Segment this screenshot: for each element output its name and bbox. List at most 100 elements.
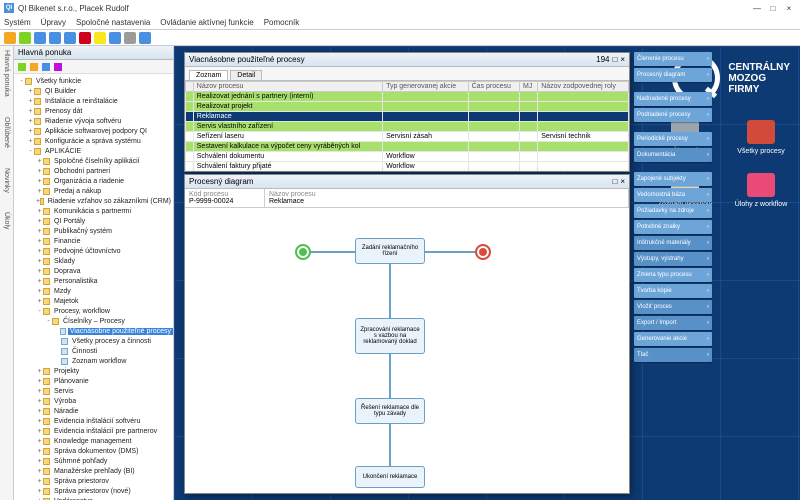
tree-node[interactable]: +Inštalácie a reinštalácie [14,96,173,106]
action-button[interactable]: Výstupy, výstrahy› [634,252,712,266]
toolbar-button[interactable] [124,32,136,44]
side-tab[interactable]: Úkoly [3,212,10,230]
minimize-button[interactable]: — [750,2,764,14]
tree-node[interactable]: +Evidencia inštalácií softvéru [14,416,173,426]
action-button[interactable]: Vedomostná báza› [634,188,712,202]
tree-node[interactable]: Zoznam workflow [14,356,173,366]
table-row[interactable]: Servis vlastního zařízení [186,122,629,132]
tree-node[interactable]: +Súhrnné pohľady [14,456,173,466]
action-button[interactable]: Zmena typu procesu› [634,268,712,282]
tree-node[interactable]: +Správa priestorov (nové) [14,486,173,496]
tab[interactable]: Zoznam [189,70,228,80]
tree-node[interactable]: +Knowledge management [14,436,173,446]
tree-node[interactable]: +Doprava [14,266,173,276]
table-row[interactable]: Schválení dokumentuWorkflow [186,152,629,162]
close-button[interactable]: × [782,2,796,14]
tree-node[interactable]: +Obchodní partneri [14,166,173,176]
menu-item[interactable]: Spoločné nastavenia [76,18,150,27]
nav-tree[interactable]: -Všetky funkcie+QI Builder+Inštalácie a … [14,74,173,500]
action-button[interactable]: Podriadené procesy› [634,108,712,122]
tree-node[interactable]: -Procesy, workflow [14,306,173,316]
action-button[interactable]: Tlač› [634,348,712,362]
diagram-node[interactable]: Zadání reklamačního řízení [355,238,425,264]
toolbar-button[interactable] [34,32,46,44]
tree-tool-icon[interactable] [18,63,26,71]
tree-node[interactable]: +Správa priestorov [14,476,173,486]
table-row[interactable]: Reklamace [186,112,629,122]
toolbar-button[interactable] [49,32,61,44]
action-button[interactable]: Požiadavky na zdroje› [634,204,712,218]
toolbar-button[interactable] [94,32,106,44]
process-table[interactable]: Názov procesuTyp generovanej akcieČas pr… [185,81,629,171]
diagram-node[interactable]: Ukončení reklamace [355,466,425,488]
tree-node[interactable]: +Vodárenstvo [14,496,173,500]
menu-item[interactable]: Ovládanie aktívnej funkcie [160,18,253,27]
tree-node[interactable]: -APLIKÁCIE [14,146,173,156]
tree-node[interactable]: +Výroba [14,396,173,406]
tab[interactable]: Detail [230,70,262,80]
action-button[interactable]: Členenie procesu› [634,52,712,66]
table-row[interactable]: Schválení faktury přijatéWorkflow [186,162,629,172]
desktop-icon[interactable]: Úlohy z workflow [732,173,790,208]
tree-node[interactable]: +Financie [14,236,173,246]
tree-node[interactable]: +Publikačný systém [14,226,173,236]
side-tab[interactable]: Hlavná ponuka [3,50,10,97]
menu-item[interactable]: Úpravy [41,18,66,27]
diagram-node[interactable]: Řešení reklamace dle typu závady [355,398,425,424]
tree-node[interactable]: +Evidencia inštalácií pre partnerov [14,426,173,436]
tree-node[interactable]: +Správa dokumentov (DMS) [14,446,173,456]
table-row[interactable]: Seřízení laseruServisní zásahServisní te… [186,132,629,142]
table-row[interactable]: Realizovat projekt [186,102,629,112]
tree-node[interactable]: +Komunikácia s partnermi [14,206,173,216]
win-maximize-icon[interactable]: □ [612,55,617,64]
tree-node[interactable]: +Majetok [14,296,173,306]
side-tab[interactable]: Obľúbené [3,117,10,148]
win-close-icon[interactable]: × [620,177,625,186]
tree-node[interactable]: +QI Portály [14,216,173,226]
action-button[interactable]: Zapojené subjekty› [634,172,712,186]
tree-node[interactable]: -Všetky funkcie [14,76,173,86]
action-button[interactable]: Inštrukčné materiály› [634,236,712,250]
tree-node[interactable]: +Prenosy dát [14,106,173,116]
toolbar-button[interactable] [64,32,76,44]
tree-node[interactable]: +Organizácia a riadenie [14,176,173,186]
toolbar-button[interactable] [139,32,151,44]
tree-node[interactable]: +Projekty [14,366,173,376]
toolbar-button[interactable] [19,32,31,44]
tree-node[interactable]: +Mzdy [14,286,173,296]
tree-tool-icon[interactable] [54,63,62,71]
action-button[interactable]: Procesný diagram› [634,68,712,82]
menu-item[interactable]: Systém [4,18,31,27]
maximize-button[interactable]: □ [766,2,780,14]
tree-node[interactable]: +Podvojné účtovníctvo [14,246,173,256]
action-button[interactable]: Generovanie akcie› [634,332,712,346]
tree-node[interactable]: +Riadenie vzťahov so zákazníkmi (CRM) [14,196,173,206]
table-row[interactable]: Realizovat jednání s partnery (interní) [186,92,629,102]
action-button[interactable]: Dokumentácia› [634,148,712,162]
tree-node[interactable]: -Číselníky – Procesy [14,316,173,326]
diagram-node[interactable]: Zpracování reklamace s vazbou na reklamo… [355,318,425,354]
tree-node[interactable]: +Personalistika [14,276,173,286]
tree-node[interactable]: +Manažérske prehľady (BI) [14,466,173,476]
action-button[interactable]: Vložiť proces› [634,300,712,314]
tree-node[interactable]: +Konfigurácie a správa systému [14,136,173,146]
process-diagram[interactable]: Zadání reklamačního řízení Zpracování rek… [185,208,629,493]
tree-node[interactable]: Viacnásobne použiteľné procesy [14,326,173,336]
tree-node[interactable]: +Spoločné číselníky aplikácií [14,156,173,166]
action-button[interactable]: Nadriadené procesy› [634,92,712,106]
win-maximize-icon[interactable]: □ [612,177,617,186]
tree-node[interactable]: Všetky procesy a činnosti [14,336,173,346]
tree-node[interactable]: Činnosti [14,346,173,356]
table-row[interactable]: Sestavení kalkulace na výpočet ceny vyrá… [186,142,629,152]
win-close-icon[interactable]: × [620,55,625,64]
diagram-terminal[interactable] [475,244,491,260]
action-button[interactable]: Export / Import› [634,316,712,330]
toolbar-button[interactable] [109,32,121,44]
tree-tool-icon[interactable] [30,63,38,71]
tree-node[interactable]: +Sklady [14,256,173,266]
tree-node[interactable]: +Predaj a nákup [14,186,173,196]
tree-tool-icon[interactable] [42,63,50,71]
side-tab[interactable]: Novinky [3,168,10,193]
action-button[interactable]: Potrebné znalky› [634,220,712,234]
tree-node[interactable]: +Náradie [14,406,173,416]
